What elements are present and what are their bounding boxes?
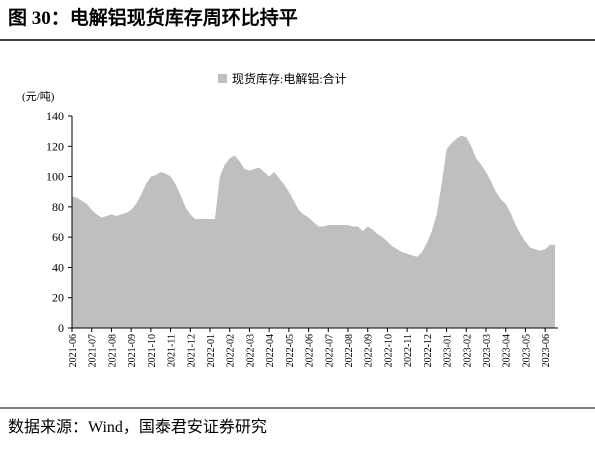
y-axis-label: (元/吨) — [22, 90, 55, 103]
x-tick-label: 2022-10 — [383, 334, 394, 367]
x-tick-label: 2022-12 — [423, 334, 434, 367]
x-tick-label: 2021-11 — [167, 334, 178, 367]
x-tick-label: 2022-01 — [206, 334, 217, 367]
y-tick-label: 120 — [46, 139, 64, 153]
y-tick-label: 40 — [52, 260, 64, 274]
x-tick-label: 2021-08 — [107, 334, 118, 367]
x-tick-label: 2021-12 — [186, 334, 197, 367]
x-tick-label: 2021-10 — [147, 334, 158, 367]
area — [72, 135, 555, 328]
x-tick-label: 2022-02 — [226, 334, 237, 367]
y-tick-label: 100 — [46, 170, 64, 184]
x-tick-label: 2022-08 — [344, 334, 355, 367]
x-tick-label: 2022-09 — [364, 334, 375, 367]
x-tick-label: 2023-03 — [482, 334, 493, 367]
x-tick-label: 2021-06 — [68, 334, 79, 367]
y-tick-label: 0 — [58, 321, 64, 335]
x-tick-label: 2022-11 — [403, 334, 414, 367]
x-tick-label: 2023-05 — [521, 334, 532, 367]
x-tick-label: 2023-06 — [541, 334, 552, 367]
x-tick-label: 2023-01 — [443, 334, 454, 367]
x-tick-label: 2022-07 — [324, 334, 335, 367]
y-tick-label: 20 — [52, 291, 64, 305]
source: 数据来源：Wind，国泰君安证券研究 — [8, 418, 267, 436]
x-tick-label: 2023-02 — [462, 334, 473, 367]
x-tick-label: 2022-05 — [285, 334, 296, 367]
y-tick-label: 80 — [52, 200, 64, 214]
y-tick-label: 140 — [46, 109, 64, 123]
legend-label: 现货库存:电解铝:合计 — [232, 71, 347, 86]
x-tick-label: 2022-06 — [305, 334, 316, 367]
x-tick-label: 2021-09 — [127, 334, 138, 367]
legend-swatch — [218, 74, 227, 83]
x-tick-label: 2022-03 — [245, 334, 256, 367]
chart-title: 图 30：电解铝现货库存周环比持平 — [8, 6, 298, 29]
y-tick-label: 60 — [52, 230, 64, 244]
x-tick-label: 2021-07 — [88, 334, 99, 367]
x-tick-label: 2023-04 — [502, 334, 513, 367]
x-tick-label: 2022-04 — [265, 334, 276, 367]
